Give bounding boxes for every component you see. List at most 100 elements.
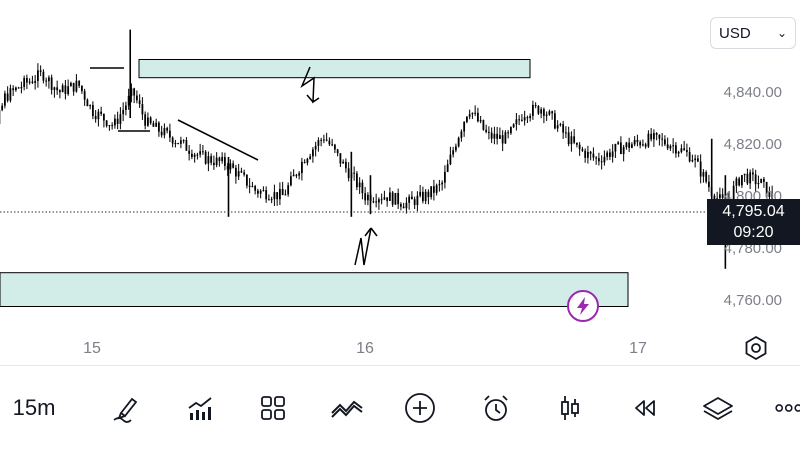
candle	[254, 185, 256, 195]
candle	[441, 180, 443, 190]
patterns-icon[interactable]	[327, 390, 367, 426]
candle	[694, 155, 696, 168]
price-chart[interactable]: 4,840.004,820.004,800.004,780.004,760.00…	[0, 0, 800, 365]
candle	[10, 85, 12, 103]
candle	[268, 194, 270, 200]
supply-zone[interactable]	[139, 60, 530, 78]
candle	[271, 197, 273, 203]
candle	[133, 88, 135, 103]
candle	[263, 186, 265, 191]
candle	[197, 153, 199, 160]
candle	[279, 182, 281, 205]
candle	[593, 147, 595, 160]
candle	[458, 137, 460, 148]
grid-icon[interactable]	[255, 390, 291, 426]
candle	[389, 187, 391, 201]
current-price-label: 4,795.04 09:20	[707, 199, 800, 245]
candle	[293, 169, 295, 176]
candle	[403, 203, 405, 209]
candle	[59, 89, 61, 98]
candle	[656, 132, 658, 140]
price-tick-label: 4,820.00	[724, 136, 782, 153]
time-tick-label: 16	[356, 340, 374, 357]
more-icon[interactable]	[774, 390, 800, 426]
candle	[89, 104, 91, 109]
candle	[381, 194, 383, 205]
candle	[375, 194, 377, 208]
candle	[194, 153, 196, 163]
candle	[384, 191, 386, 200]
candle	[169, 124, 171, 142]
candle	[518, 115, 520, 125]
candle	[210, 153, 212, 165]
candle	[634, 136, 636, 146]
candle	[301, 158, 303, 181]
candle	[356, 171, 358, 190]
candle	[678, 151, 680, 157]
candle	[749, 170, 751, 189]
candle	[345, 158, 347, 172]
candle	[505, 130, 507, 144]
candle	[494, 127, 496, 144]
candle	[648, 130, 650, 148]
candle	[323, 135, 325, 143]
candles-icon[interactable]	[552, 390, 588, 426]
candle	[692, 155, 694, 163]
candle	[653, 129, 655, 147]
layers-icon[interactable]	[700, 390, 736, 426]
alarm-icon[interactable]	[478, 390, 514, 426]
bar-countdown: 09:20	[733, 222, 773, 243]
candle	[549, 110, 551, 116]
candle	[166, 127, 168, 134]
candle	[661, 133, 663, 146]
candle	[436, 184, 438, 196]
interval-button[interactable]: 15m	[6, 390, 62, 426]
candle	[257, 189, 259, 198]
candle	[43, 69, 45, 83]
candle	[34, 75, 36, 90]
candle	[139, 94, 141, 108]
candle	[758, 176, 760, 189]
candle	[626, 142, 628, 150]
candle	[15, 86, 17, 91]
demand-zone[interactable]	[0, 273, 628, 307]
candle	[670, 144, 672, 151]
candle	[763, 177, 765, 188]
candle	[78, 80, 80, 88]
candle	[353, 166, 355, 180]
replay-icon[interactable]	[626, 390, 662, 426]
candle	[683, 141, 685, 151]
candle	[612, 144, 614, 162]
candle	[76, 74, 78, 93]
candle	[84, 89, 86, 106]
lightning-icon[interactable]	[568, 291, 598, 321]
candle	[672, 138, 674, 153]
candle	[1, 103, 3, 111]
candle	[411, 191, 413, 199]
candle	[7, 86, 9, 102]
candle	[430, 186, 432, 199]
candle	[95, 110, 97, 123]
candle	[617, 141, 619, 145]
candle	[642, 140, 644, 147]
candle	[219, 157, 221, 167]
settings-icon[interactable]	[742, 334, 770, 362]
candle	[260, 189, 262, 198]
candle	[285, 190, 287, 196]
candle	[419, 185, 421, 198]
currency-selector[interactable]: USD ⌄	[710, 17, 796, 49]
candle	[573, 129, 575, 144]
candle	[480, 116, 482, 123]
trend-line	[178, 120, 258, 160]
candle	[232, 160, 234, 168]
candle	[752, 168, 754, 181]
candle	[114, 115, 116, 129]
candle	[65, 80, 67, 99]
indicators-icon[interactable]	[182, 390, 218, 426]
candle	[675, 142, 677, 158]
plus-circle-icon[interactable]	[402, 390, 438, 426]
time-tick-label: 15	[83, 340, 101, 357]
candle	[408, 194, 410, 209]
candle	[502, 130, 504, 151]
brush-icon[interactable]	[108, 390, 144, 426]
